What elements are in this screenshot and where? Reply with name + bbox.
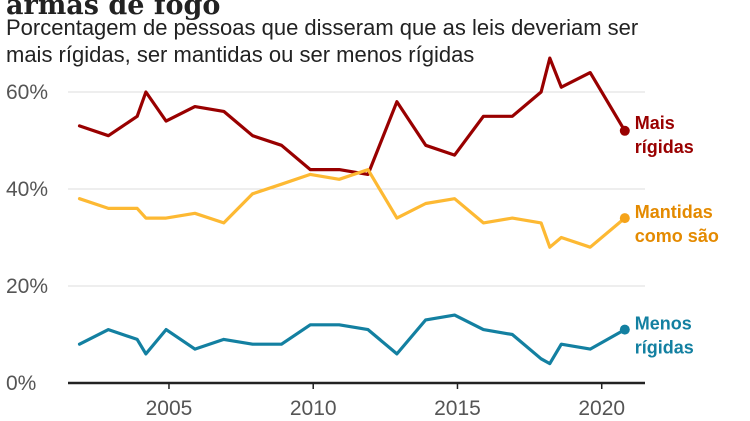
- series-label-mantidas-como-s-o-line-1: Mantidas: [635, 202, 713, 222]
- axes: 0% 20% 40% 60% 2005 2010 2015 2020: [6, 81, 645, 420]
- series-label-menos-r-gidas-line-1: Menos: [635, 314, 692, 334]
- series-label-mais-r-gidas-line-2: rígidas: [635, 137, 694, 157]
- y-tick-label-40: 40%: [6, 178, 48, 201]
- series-end-marker-mais-r-gidas: [619, 125, 630, 136]
- series-line-mantidas-como-s-o: [77, 168, 627, 249]
- series-end-marker-menos-r-gidas: [619, 324, 630, 335]
- series-label-menos-r-gidas-line-2: rígidas: [635, 338, 694, 358]
- series-labels: Mais rígidas Mantidas como são Menos rígidas: [635, 113, 719, 358]
- x-tick-label-2005: 2005: [146, 397, 193, 420]
- y-tick-label-0: 0%: [6, 372, 36, 395]
- x-tick-label-2015: 2015: [434, 397, 481, 420]
- x-tick-label-2020: 2020: [578, 397, 625, 420]
- series-label-mantidas-como-s-o-line-2: como são: [635, 226, 719, 246]
- y-tick-label-60: 60%: [6, 81, 48, 104]
- series-end-marker-mantidas-como-s-o: [619, 213, 630, 224]
- y-tick-label-20: 20%: [6, 275, 48, 298]
- series-lines: [77, 56, 630, 366]
- chart-subtitle-line-2: mais rígidas, ser mantidas ou ser menos …: [6, 42, 474, 67]
- series-label-mais-r-gidas-line-1: Mais: [635, 113, 675, 133]
- series-line-menos-r-gidas: [77, 313, 627, 366]
- series-line-mais-r-gidas: [77, 56, 627, 176]
- x-tick-label-2010: 2010: [290, 397, 337, 420]
- gridlines: [68, 91, 645, 287]
- chart-subtitle-line-1: Porcentagem de pessoas que disseram que …: [6, 15, 638, 40]
- chart-title: armas de fogo: [6, 0, 220, 21]
